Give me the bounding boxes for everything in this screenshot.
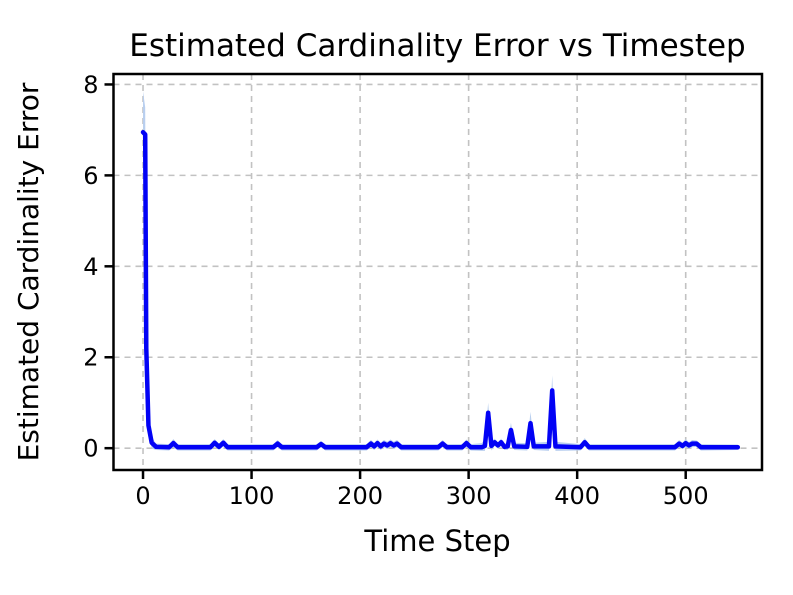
grid [113, 74, 762, 470]
data-line [140, 129, 741, 450]
y-tick-label: 4 [83, 253, 98, 281]
x-axis-label: Time Step [363, 524, 510, 558]
plot-border [112, 72, 764, 472]
x-tick-label: 0 [135, 482, 150, 510]
series-line [140, 129, 741, 450]
axes-spines [112, 72, 764, 472]
chart-title: Estimated Cardinality Error vs Timestep [129, 28, 746, 64]
y-axis-ticks: 0 2 4 6 8 [83, 71, 114, 463]
x-tick-label: 400 [554, 482, 600, 510]
x-axis-ticks: 0 100 200 300 400 500 [135, 470, 709, 510]
y-tick-label: 6 [83, 162, 98, 190]
x-tick-label: 200 [337, 482, 383, 510]
x-tick-label: 300 [446, 482, 492, 510]
x-tick-label: 100 [229, 482, 275, 510]
y-tick-label: 8 [83, 71, 98, 99]
x-tick-label: 500 [663, 482, 709, 510]
y-tick-label: 2 [83, 344, 98, 372]
y-axis-label: Estimated Cardinality Error [12, 82, 45, 461]
y-tick-label: 0 [83, 435, 98, 463]
